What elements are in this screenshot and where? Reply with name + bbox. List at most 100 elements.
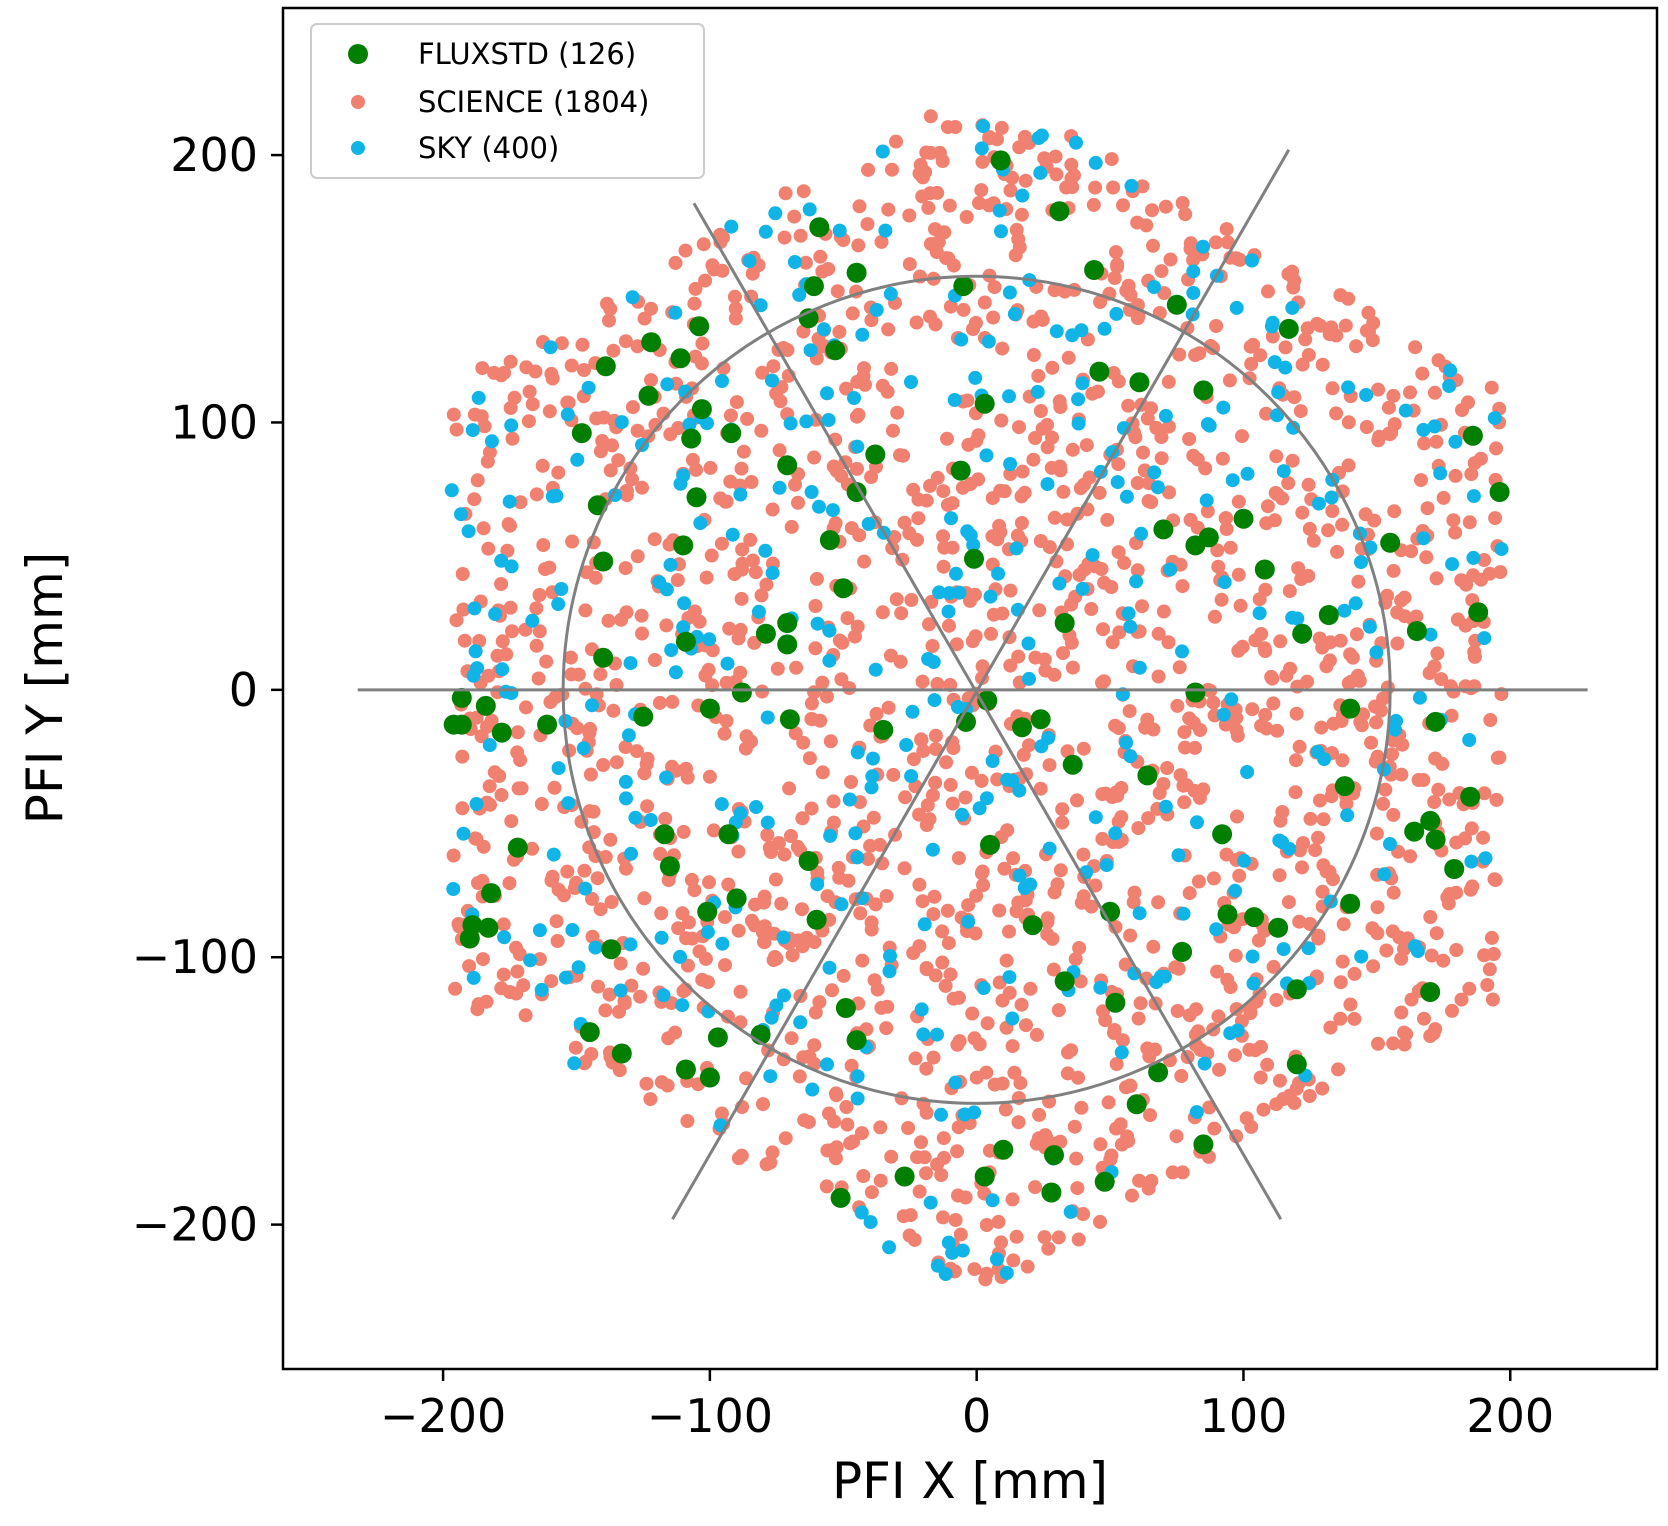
- data-point-science: [831, 860, 846, 875]
- data-point-science: [858, 377, 872, 392]
- data-point-fluxstd: [1172, 941, 1193, 962]
- data-point-science: [1069, 1151, 1084, 1166]
- data-point-sky: [966, 538, 981, 552]
- data-point-sky: [1071, 416, 1086, 431]
- data-point-sky: [861, 517, 876, 531]
- data-point-science: [1115, 1033, 1130, 1048]
- data-point-science: [864, 1185, 879, 1200]
- data-point-science: [1292, 739, 1307, 754]
- data-point-science: [668, 255, 683, 270]
- data-point-science: [979, 1218, 994, 1232]
- data-point-sky: [1042, 841, 1057, 856]
- data-point-science: [1341, 458, 1356, 473]
- data-point-science: [1055, 802, 1070, 817]
- data-point-sky: [1109, 306, 1124, 321]
- data-point-science: [1161, 419, 1176, 434]
- data-point-science: [688, 349, 703, 364]
- data-point-science: [926, 907, 941, 922]
- data-point-science: [1442, 792, 1457, 807]
- data-point-science: [1408, 340, 1423, 355]
- data-point-science: [860, 217, 875, 232]
- data-point-sky: [1031, 131, 1046, 145]
- data-point-sky: [1398, 403, 1413, 418]
- data-point-sky: [1085, 548, 1100, 563]
- data-point-science: [851, 238, 866, 253]
- data-point-fluxstd: [1126, 1094, 1147, 1115]
- data-point-sky: [1093, 980, 1108, 995]
- data-point-science: [1485, 992, 1500, 1007]
- data-point-science: [1177, 725, 1192, 740]
- x-tick-label: 200: [1466, 1389, 1554, 1443]
- data-point-science: [788, 726, 803, 741]
- data-point-science: [1187, 783, 1202, 798]
- data-point-fluxstd: [777, 613, 798, 633]
- data-point-science: [1476, 830, 1491, 845]
- data-point-fluxstd: [1318, 605, 1339, 625]
- data-point-science: [937, 1150, 951, 1165]
- data-point-science: [721, 877, 736, 892]
- data-point-science: [698, 273, 713, 288]
- data-point-science: [902, 257, 917, 272]
- data-point-science: [556, 888, 571, 903]
- data-point-sky: [1377, 867, 1392, 882]
- data-point-science: [630, 339, 645, 354]
- data-point-science: [979, 1266, 994, 1281]
- data-point-sky: [1012, 868, 1027, 883]
- data-point-science: [1427, 385, 1442, 400]
- data-point-science: [1386, 885, 1401, 900]
- data-point-sky: [614, 415, 629, 430]
- data-point-science: [1287, 273, 1302, 288]
- data-point-science: [476, 952, 490, 967]
- data-point-science: [480, 454, 495, 469]
- data-point-fluxstd: [593, 647, 614, 668]
- data-point-science: [469, 831, 484, 846]
- data-point-science: [1009, 1229, 1024, 1244]
- data-point-fluxstd: [707, 1027, 728, 1048]
- data-point-science: [1127, 885, 1142, 900]
- data-point-sky: [952, 585, 967, 600]
- data-point-science: [1488, 873, 1503, 887]
- data-point-science: [855, 953, 870, 968]
- data-point-science: [568, 1040, 583, 1055]
- data-point-science: [513, 495, 528, 510]
- data-point-science: [897, 515, 912, 530]
- data-point-science: [643, 1092, 658, 1107]
- data-point-science: [1106, 180, 1121, 195]
- data-point-sky: [1097, 321, 1112, 336]
- data-point-science: [575, 337, 590, 352]
- data-point-sky: [1408, 939, 1422, 954]
- data-point-science: [922, 617, 936, 632]
- data-point-science: [740, 411, 755, 426]
- data-point-science: [1386, 807, 1401, 822]
- data-point-science: [1319, 659, 1334, 674]
- data-point-science: [1489, 441, 1504, 456]
- x-tick-label: 0: [962, 1389, 991, 1443]
- data-point-fluxstd: [798, 851, 819, 871]
- data-point-science: [940, 431, 954, 446]
- data-point-science: [680, 770, 695, 785]
- data-point-science: [496, 967, 511, 982]
- data-point-science: [926, 1050, 941, 1065]
- data-point-science: [665, 694, 680, 709]
- data-point-science: [906, 946, 921, 961]
- data-point-science: [756, 1097, 770, 1112]
- data-point-science: [1349, 627, 1364, 642]
- data-point-science: [920, 798, 935, 813]
- data-point-science: [467, 492, 482, 507]
- data-point-science: [1096, 622, 1110, 637]
- data-point-sky: [465, 423, 480, 438]
- data-point-sky: [1002, 389, 1016, 404]
- data-point-sky: [1354, 949, 1369, 964]
- data-point-science: [1281, 476, 1296, 491]
- data-point-science: [505, 431, 520, 446]
- data-point-science: [1206, 695, 1221, 710]
- data-point-science: [1014, 997, 1029, 1012]
- data-point-fluxstd: [1254, 559, 1275, 580]
- data-point-science: [1269, 993, 1284, 1007]
- data-point-science: [1427, 659, 1442, 674]
- data-point-fluxstd: [726, 888, 747, 909]
- data-point-sky: [848, 826, 863, 841]
- data-point-fluxstd: [1089, 361, 1110, 382]
- data-point-science: [600, 296, 614, 311]
- data-point-science: [754, 588, 769, 603]
